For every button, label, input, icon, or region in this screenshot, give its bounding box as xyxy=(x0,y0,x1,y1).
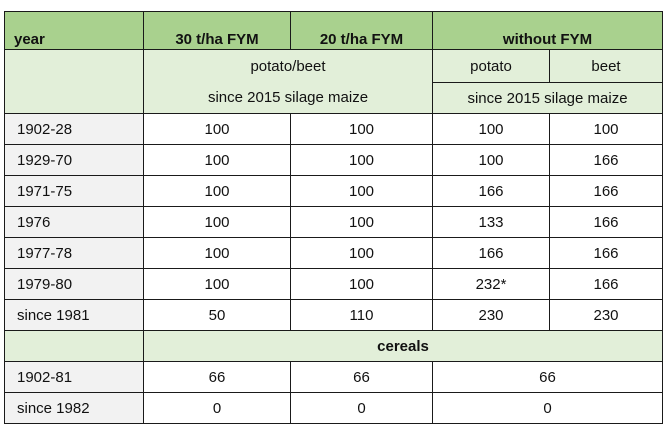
cereals-blank xyxy=(4,330,144,362)
table-row: 1971-75 100 100 166 166 xyxy=(4,175,663,207)
table-row: since 1982 0 0 0 xyxy=(4,392,663,424)
subheader-blank xyxy=(4,49,144,83)
cell-20t: 100 xyxy=(290,268,433,300)
subheader-since-2015-left: since 2015 silage maize xyxy=(143,82,433,114)
subheader-row-silage: since 2015 silage maize since 2015 silag… xyxy=(4,82,663,114)
cell-beet: 166 xyxy=(549,206,663,238)
cell-potato: 133 xyxy=(432,206,550,238)
cell-20t: 66 xyxy=(290,361,433,393)
header-year: year xyxy=(4,11,144,50)
cell-30t: 100 xyxy=(143,113,291,145)
row-year: 1902-28 xyxy=(4,113,144,145)
cell-30t: 66 xyxy=(143,361,291,393)
row-year: 1971-75 xyxy=(4,175,144,207)
subheader-potato-beet: potato/beet xyxy=(143,49,433,83)
subheader-row-crops: potato/beet potato beet xyxy=(4,49,663,83)
header-without-fym: without FYM xyxy=(432,11,663,50)
cell-30t: 100 xyxy=(143,144,291,176)
cereals-label: cereals xyxy=(143,330,663,362)
header-row: year 30 t/ha FYM 20 t/ha FYM without FYM xyxy=(4,11,663,50)
subheader-blank-2 xyxy=(4,82,144,114)
row-year: 1929-70 xyxy=(4,144,144,176)
row-year: 1902-81 xyxy=(4,361,144,393)
row-year: 1977-78 xyxy=(4,237,144,269)
table-row: 1929-70 100 100 100 166 xyxy=(4,144,663,176)
cell-20t: 100 xyxy=(290,144,433,176)
cell-beet: 166 xyxy=(549,144,663,176)
cell-potato: 230 xyxy=(432,299,550,331)
cell-20t: 100 xyxy=(290,113,433,145)
cell-30t: 100 xyxy=(143,237,291,269)
table-row: 1902-28 100 100 100 100 xyxy=(4,113,663,145)
table-row: 1976 100 100 133 166 xyxy=(4,206,663,238)
cell-30t: 50 xyxy=(143,299,291,331)
row-year: 1976 xyxy=(4,206,144,238)
table-row: 1902-81 66 66 66 xyxy=(4,361,663,393)
cell-20t: 100 xyxy=(290,175,433,207)
cell-beet: 166 xyxy=(549,268,663,300)
row-year: 1979-80 xyxy=(4,268,144,300)
table-row: 1977-78 100 100 166 166 xyxy=(4,237,663,269)
row-year: since 1982 xyxy=(4,392,144,424)
cell-20t: 100 xyxy=(290,237,433,269)
cell-20t: 100 xyxy=(290,206,433,238)
cell-beet: 166 xyxy=(549,237,663,269)
cell-20t: 0 xyxy=(290,392,433,424)
cell-30t: 100 xyxy=(143,206,291,238)
cell-potato: 232* xyxy=(432,268,550,300)
subheader-since-2015-right: since 2015 silage maize xyxy=(432,82,663,114)
subheader-beet: beet xyxy=(549,49,663,83)
subheader-potato: potato xyxy=(432,49,550,83)
header-30t-fym: 30 t/ha FYM xyxy=(143,11,291,50)
cell-20t: 110 xyxy=(290,299,433,331)
header-20t-fym: 20 t/ha FYM xyxy=(290,11,433,50)
table-row: 1979-80 100 100 232* 166 xyxy=(4,268,663,300)
cell-beet: 230 xyxy=(549,299,663,331)
cell-potato: 100 xyxy=(432,113,550,145)
cell-potato: 166 xyxy=(432,237,550,269)
cell-without-fym: 0 xyxy=(432,392,663,424)
cell-30t: 100 xyxy=(143,175,291,207)
fertilization-table: year 30 t/ha FYM 20 t/ha FYM without FYM… xyxy=(4,11,663,424)
cell-30t: 100 xyxy=(143,268,291,300)
cell-30t: 0 xyxy=(143,392,291,424)
cell-beet: 166 xyxy=(549,175,663,207)
cell-without-fym: 66 xyxy=(432,361,663,393)
cell-potato: 166 xyxy=(432,175,550,207)
cell-potato: 100 xyxy=(432,144,550,176)
cell-beet: 100 xyxy=(549,113,663,145)
row-year: since 1981 xyxy=(4,299,144,331)
table-row: since 1981 50 110 230 230 xyxy=(4,299,663,331)
fertilization-table-container: year 30 t/ha FYM 20 t/ha FYM without FYM… xyxy=(4,11,663,424)
cereals-header-row: cereals xyxy=(4,330,663,362)
